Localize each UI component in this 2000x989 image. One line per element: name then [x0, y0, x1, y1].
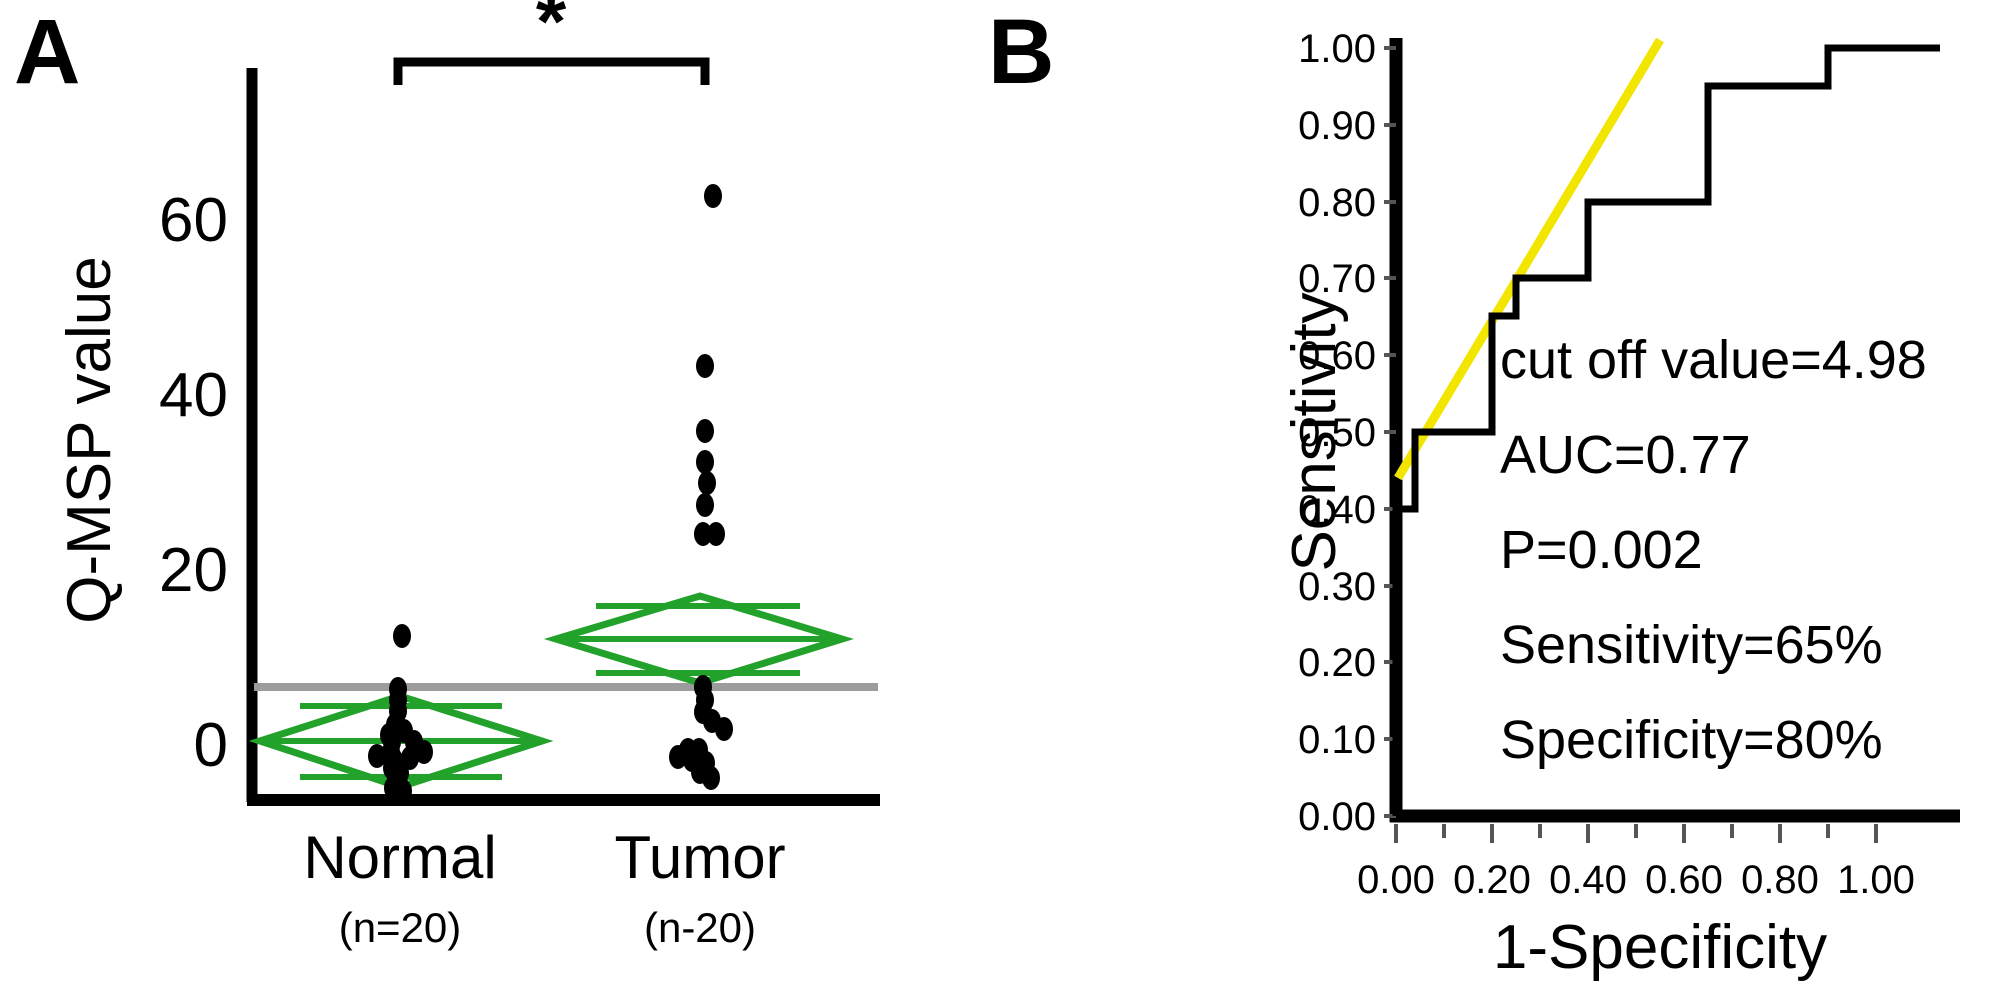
group-sublabel-tumor: (n-20) — [644, 904, 756, 951]
annotation-cut-off-value: cut off value=4.98 — [1500, 330, 1927, 390]
panel-b-ytick-6: 0.60 — [1298, 334, 1376, 378]
annotation-auc: AUC=0.77 — [1500, 425, 1751, 485]
panel-b-ytick-4: 0.40 — [1298, 488, 1376, 532]
panel-b-ytick-9: 0.90 — [1298, 104, 1376, 148]
panel-a-letter: A — [14, 1, 80, 103]
panel-b-x-axis-title: 1-Specificity — [1493, 913, 1827, 982]
panel-b-ytick-2: 0.20 — [1298, 641, 1376, 685]
tumor-group-diamond — [543, 592, 854, 687]
tumor-group-points — [669, 184, 733, 790]
panel-b-xtick-1: 0.20 — [1453, 858, 1531, 902]
roc-reference-diagonal — [1394, 37, 1664, 481]
panel-a-plot: 0 20 40 60 Q-MSP value * — [55, 0, 880, 951]
panel-b-xtick-0: 0.00 — [1357, 858, 1435, 902]
group-label-tumor: Tumor — [614, 824, 785, 891]
annotation-p-value: P=0.002 — [1500, 520, 1703, 580]
panel-b-xtick-3: 0.60 — [1645, 858, 1723, 902]
panel-a-ytick-60: 60 — [159, 186, 228, 255]
panel-b-ytick-7: 0.70 — [1298, 257, 1376, 301]
panel-b-ytick-3: 0.30 — [1298, 565, 1376, 609]
panel-b-plot: 0.00 0.10 0.20 0.30 0.40 0.50 0.60 0.70 … — [1280, 27, 1960, 982]
panel-b-ytick-8: 0.80 — [1298, 181, 1376, 225]
group-sublabel-normal: (n=20) — [339, 904, 462, 951]
panel-b-y-axis-title: Sensitivity — [1280, 292, 1349, 571]
panel-b-letter: B — [988, 1, 1054, 103]
significance-bracket — [393, 57, 710, 85]
panel-a-ytick-40: 40 — [159, 361, 228, 430]
panel-b-x-ticks — [1394, 824, 1878, 843]
panel-a-ytick-0: 0 — [194, 711, 228, 780]
significance-star: * — [536, 0, 567, 65]
panel-b-xtick-4: 0.80 — [1741, 858, 1819, 902]
panel-b-xtick-2: 0.40 — [1549, 858, 1627, 902]
panel-b: B 0.00 0.10 — [980, 0, 2000, 989]
group-label-normal: Normal — [303, 824, 496, 891]
annotation-specificity: Specificity=80% — [1500, 710, 1883, 770]
panel-b-xtick-5: 1.00 — [1837, 858, 1915, 902]
panel-b-ytick-1: 0.10 — [1298, 718, 1376, 762]
panel-b-ytick-10: 1.00 — [1298, 27, 1376, 71]
panel-a-y-axis-title: Q-MSP value — [55, 256, 124, 624]
panel-a: A 0 20 40 60 Q-MSP value * — [0, 0, 980, 989]
normal-group-points — [368, 624, 433, 803]
roc-curve — [1392, 44, 1940, 816]
annotation-sensitivity: Sensitivity=65% — [1500, 615, 1883, 675]
panel-b-ytick-5: 0.50 — [1298, 411, 1376, 455]
panel-a-ytick-20: 20 — [159, 536, 228, 605]
panel-b-ytick-0: 0.00 — [1298, 795, 1376, 839]
